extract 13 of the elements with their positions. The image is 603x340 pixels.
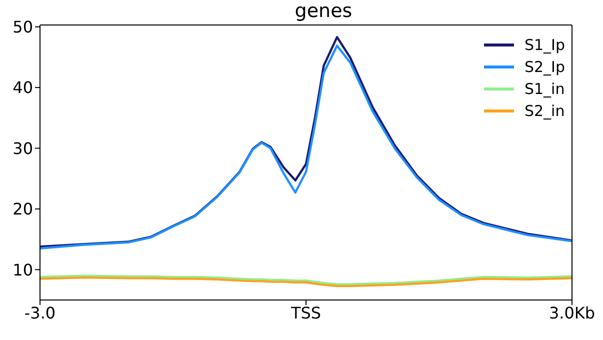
legend-label: S2_in [524, 101, 565, 122]
y-tick-label: 50 [12, 18, 33, 36]
legend-label: S1_in [524, 79, 565, 100]
legend-label: S1_Ip [524, 35, 565, 56]
x-tick-label: TSS [290, 303, 322, 322]
y-tick-label: 10 [12, 260, 33, 280]
x-tick-label: -3.0 [24, 303, 56, 322]
y-tick-label: 30 [12, 138, 33, 158]
x-tick-label: 3.0Kb [548, 303, 596, 322]
y-tick-label: 20 [12, 200, 33, 219]
y-tick-label: 40 [12, 78, 33, 98]
legend-label: S2_Ip [524, 57, 565, 78]
chart-title: genes [294, 0, 354, 22]
